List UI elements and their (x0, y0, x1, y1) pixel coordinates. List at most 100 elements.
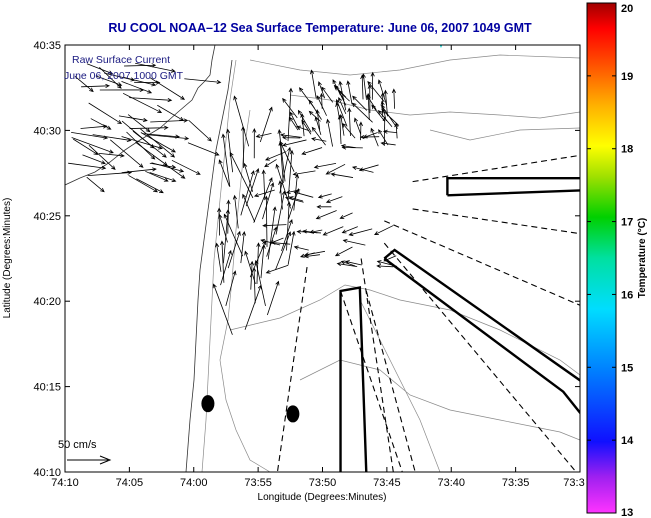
current-vector (166, 164, 186, 179)
current-vector (140, 128, 176, 158)
current-vector (86, 63, 114, 75)
dashed-lane (276, 266, 308, 472)
current-vector (80, 124, 108, 129)
current-vector (383, 89, 388, 117)
current-vector (218, 213, 228, 243)
current-vector (348, 228, 373, 237)
current-vector (87, 170, 133, 177)
current-vector (321, 86, 334, 103)
current-vector (90, 118, 112, 130)
current-vector (232, 194, 239, 229)
current-vector (264, 195, 269, 247)
current-vector (381, 108, 400, 126)
current-vector (252, 127, 257, 159)
current-vector (286, 201, 292, 251)
current-vector (309, 229, 323, 234)
current-vector (351, 102, 373, 123)
current-vector (150, 118, 189, 123)
annotation-line-2: June 06, 2007 1000 GMT (64, 70, 184, 82)
current-vector (82, 154, 106, 165)
current-vector (383, 255, 397, 262)
current-vector (88, 102, 123, 125)
current-vector (391, 88, 397, 109)
current-vector (221, 133, 231, 188)
colorbar-tick-label: 20 (621, 3, 633, 15)
contour (429, 127, 580, 141)
current-vector (215, 242, 222, 272)
current-vector (233, 95, 250, 147)
current-vector (297, 109, 312, 133)
current-vector (275, 231, 291, 270)
current-vector (344, 260, 362, 266)
current-vector (136, 178, 164, 194)
dashed-lane (340, 290, 403, 472)
x-tick-label: 73:55 (244, 477, 272, 489)
current-vector (134, 80, 161, 85)
current-vector (243, 162, 254, 192)
current-vector (334, 246, 353, 257)
current-vector (217, 207, 222, 236)
current-vector (171, 159, 201, 175)
coastline-land (65, 45, 233, 472)
current-vector (98, 152, 125, 158)
current-vector (244, 250, 256, 284)
contour (299, 359, 580, 441)
current-vector (370, 71, 375, 100)
current-vector (335, 85, 345, 101)
colorbar-tick-label: 19 (621, 71, 633, 83)
current-vector (326, 118, 333, 147)
current-vector (342, 238, 366, 246)
current-vector (309, 69, 317, 99)
shipping-lanes (339, 177, 580, 472)
colorbar-tick-label: 14 (621, 435, 634, 447)
buoy (286, 405, 300, 423)
current-vector (316, 204, 332, 209)
current-vector (339, 212, 353, 219)
x-tick-label: 73:3 (563, 477, 584, 489)
current-vector (104, 72, 136, 82)
current-vector (382, 129, 397, 134)
current-vector (220, 240, 225, 283)
y-tick-label: 40:20 (33, 296, 61, 308)
current-vector (288, 196, 304, 202)
current-vector (266, 280, 280, 316)
current-vector (240, 230, 247, 264)
current-vector (317, 193, 332, 199)
current-vector (330, 172, 354, 178)
contour (359, 299, 441, 472)
current-vector (282, 97, 298, 119)
current-vector (255, 132, 272, 139)
current-vector (338, 80, 347, 111)
cyan-marker (439, 45, 443, 48)
current-vector (377, 79, 387, 106)
colorbar-ticks: 13 14 15 16 17 18 19 20 (587, 2, 634, 518)
current-vector (249, 260, 255, 290)
current-vector (148, 134, 190, 141)
current-vector (287, 87, 293, 142)
current-vector (279, 146, 292, 194)
scale-label: 50 cm/s (58, 439, 97, 451)
current-vector (226, 199, 231, 234)
current-vector (311, 137, 327, 142)
current-vector (311, 126, 326, 146)
current-vector (149, 77, 186, 100)
current-vector (245, 168, 260, 207)
current-vector (380, 141, 396, 146)
current-vector (121, 81, 153, 94)
x-tick-label: 74:10 (51, 477, 79, 489)
current-vector (352, 95, 368, 111)
current-vector (351, 165, 374, 173)
current-vector (223, 213, 244, 257)
current-vector (358, 121, 363, 141)
y-tick-label: 40:10 (33, 467, 61, 479)
current-vector (376, 263, 394, 269)
current-vector (280, 133, 303, 138)
current-vector (308, 110, 321, 122)
current-vector (287, 149, 294, 198)
current-vector (289, 116, 299, 131)
colorbar-tick-label: 15 (621, 362, 633, 374)
current-vector (220, 249, 232, 286)
current-vector (128, 175, 158, 193)
contour (249, 54, 580, 76)
